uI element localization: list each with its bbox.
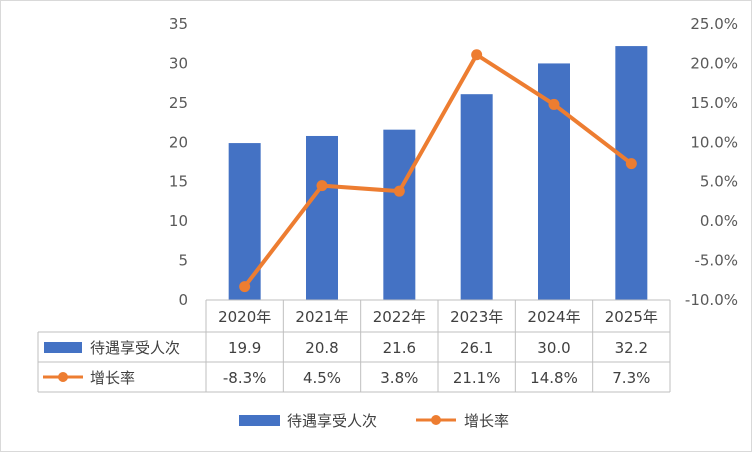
right-axis-tick-label: -10.0% xyxy=(685,291,738,309)
legend-label: 增长率 xyxy=(464,412,509,430)
left-axis-tick-label: 0 xyxy=(178,291,188,309)
table-cell-value: 26.1 xyxy=(460,339,493,357)
right-axis-tick-label: 15.0% xyxy=(690,94,738,112)
legend-label: 待遇享受人次 xyxy=(287,412,377,430)
table-cell-value: 32.2 xyxy=(615,339,648,357)
line-point-2 xyxy=(393,185,405,197)
table-key-bar xyxy=(44,342,82,353)
table-key-marker xyxy=(58,372,68,382)
right-axis-tick-label: 25.0% xyxy=(690,15,738,33)
left-axis-tick-label: 35 xyxy=(169,15,188,33)
right-axis-tick-label: 0.0% xyxy=(700,212,738,230)
table-cell-value: 3.8% xyxy=(380,369,418,387)
table-cell-value: 30.0 xyxy=(537,339,570,357)
legend-key-marker xyxy=(431,415,441,425)
line-point-3 xyxy=(471,49,483,61)
line-point-4 xyxy=(548,98,560,110)
table-cell-value: 7.3% xyxy=(612,369,650,387)
right-axis-tick-label: 20.0% xyxy=(690,54,738,72)
category-label: 2022年 xyxy=(373,308,426,326)
bar-5 xyxy=(615,46,648,300)
bar-2 xyxy=(383,129,416,300)
category-label: 2024年 xyxy=(527,308,580,326)
category-label: 2025年 xyxy=(605,308,658,326)
bar-3 xyxy=(460,94,493,300)
table-cell-value: 19.9 xyxy=(228,339,261,357)
table-cell-value: 14.8% xyxy=(530,369,578,387)
left-axis-tick-label: 5 xyxy=(178,252,188,270)
table-cell-value: 20.8 xyxy=(305,339,338,357)
right-axis-tick-label: -5.0% xyxy=(694,252,738,270)
legend-key-bar xyxy=(239,415,280,426)
category-label: 2020年 xyxy=(218,308,271,326)
table-row-header: 增长率 xyxy=(90,369,135,387)
left-axis-tick-label: 20 xyxy=(169,133,188,151)
line-point-0 xyxy=(239,281,251,293)
left-axis-tick-label: 15 xyxy=(169,173,188,191)
table-cell-value: 21.1% xyxy=(453,369,501,387)
left-axis-tick-label: 30 xyxy=(169,54,188,72)
bar-0 xyxy=(228,143,261,300)
category-label: 2023年 xyxy=(450,308,503,326)
left-axis-tick-label: 25 xyxy=(169,94,188,112)
right-axis-tick-label: 5.0% xyxy=(700,173,738,191)
table-row-header: 待遇享受人次 xyxy=(90,339,180,357)
left-axis-tick-label: 10 xyxy=(169,212,188,230)
line-point-5 xyxy=(625,158,637,170)
line-point-1 xyxy=(316,180,328,192)
right-axis-tick-label: 10.0% xyxy=(690,133,738,151)
table-cell-value: 21.6 xyxy=(383,339,416,357)
bar-1 xyxy=(306,135,338,300)
category-label: 2021年 xyxy=(295,308,348,326)
table-cell-value: 4.5% xyxy=(303,369,341,387)
table-cell-value: -8.3% xyxy=(223,369,267,387)
growth-rate-line xyxy=(242,52,634,289)
